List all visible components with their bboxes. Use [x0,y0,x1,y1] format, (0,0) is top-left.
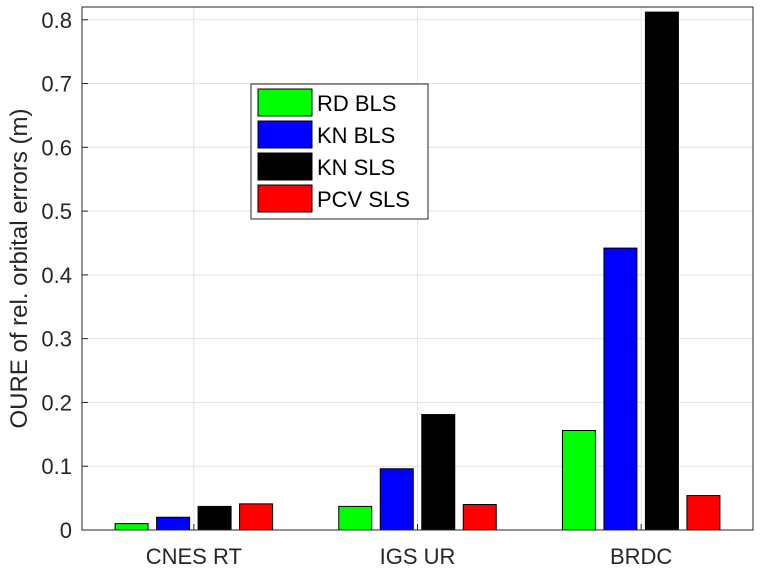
y-tick-label-3: 0.3 [41,327,72,352]
legend-label-0: RD BLS [317,91,396,116]
x-tick-label-2: BRDC [610,544,672,569]
bar-rd-bls-brdc [561,430,596,531]
bar-rd-bls-igs-ur [338,505,373,531]
y-axis-label: OURE of rel. orbital errors (m) [6,108,33,428]
y-tick-label-0: 0 [60,518,72,543]
x-tick-label-0: CNES RT [146,544,242,569]
y-tick-label-5: 0.5 [41,199,72,224]
y-tick-label-2: 0.2 [41,390,72,415]
legend: RD BLS KN BLS KN SLS PCV SLS [250,83,429,220]
legend-swatch-0 [257,88,313,117]
legend-label-2: KN SLS [317,155,395,180]
y-tick-label-7: 0.7 [41,72,72,97]
legend-label-1: KN BLS [317,123,395,148]
x-tick-label-1: IGS UR [380,544,456,569]
legend-label-3: PCV SLS [317,187,410,212]
bar-pcv-sls-cnes-rt [239,503,274,531]
bar-kn-sls-brdc [644,11,679,531]
y-tick-label-6: 0.6 [41,135,72,160]
y-tick-label-8: 0.8 [41,8,72,33]
x-axis-ticks: CNES RT IGS UR BRDC [146,524,672,569]
legend-swatch-2 [257,152,313,181]
bar-kn-bls-cnes-rt [156,516,191,531]
legend-swatch-3 [257,184,313,213]
y-axis-ticks: 0 0.1 0.2 0.3 0.4 0.5 0.6 0.7 0.8 [41,8,88,543]
bar-rd-bls-cnes-rt [114,523,149,531]
bar-kn-sls-igs-ur [421,414,456,531]
y-tick-label-1: 0.1 [41,454,72,479]
bar-pcv-sls-igs-ur [462,503,497,531]
legend-swatch-1 [257,120,313,149]
bar-pcv-sls-brdc [686,495,721,531]
bars [114,11,721,531]
bar-kn-bls-brdc [603,247,638,531]
bar-kn-sls-cnes-rt [197,505,232,531]
bar-kn-bls-igs-ur [379,468,414,531]
y-tick-label-4: 0.4 [41,263,72,288]
